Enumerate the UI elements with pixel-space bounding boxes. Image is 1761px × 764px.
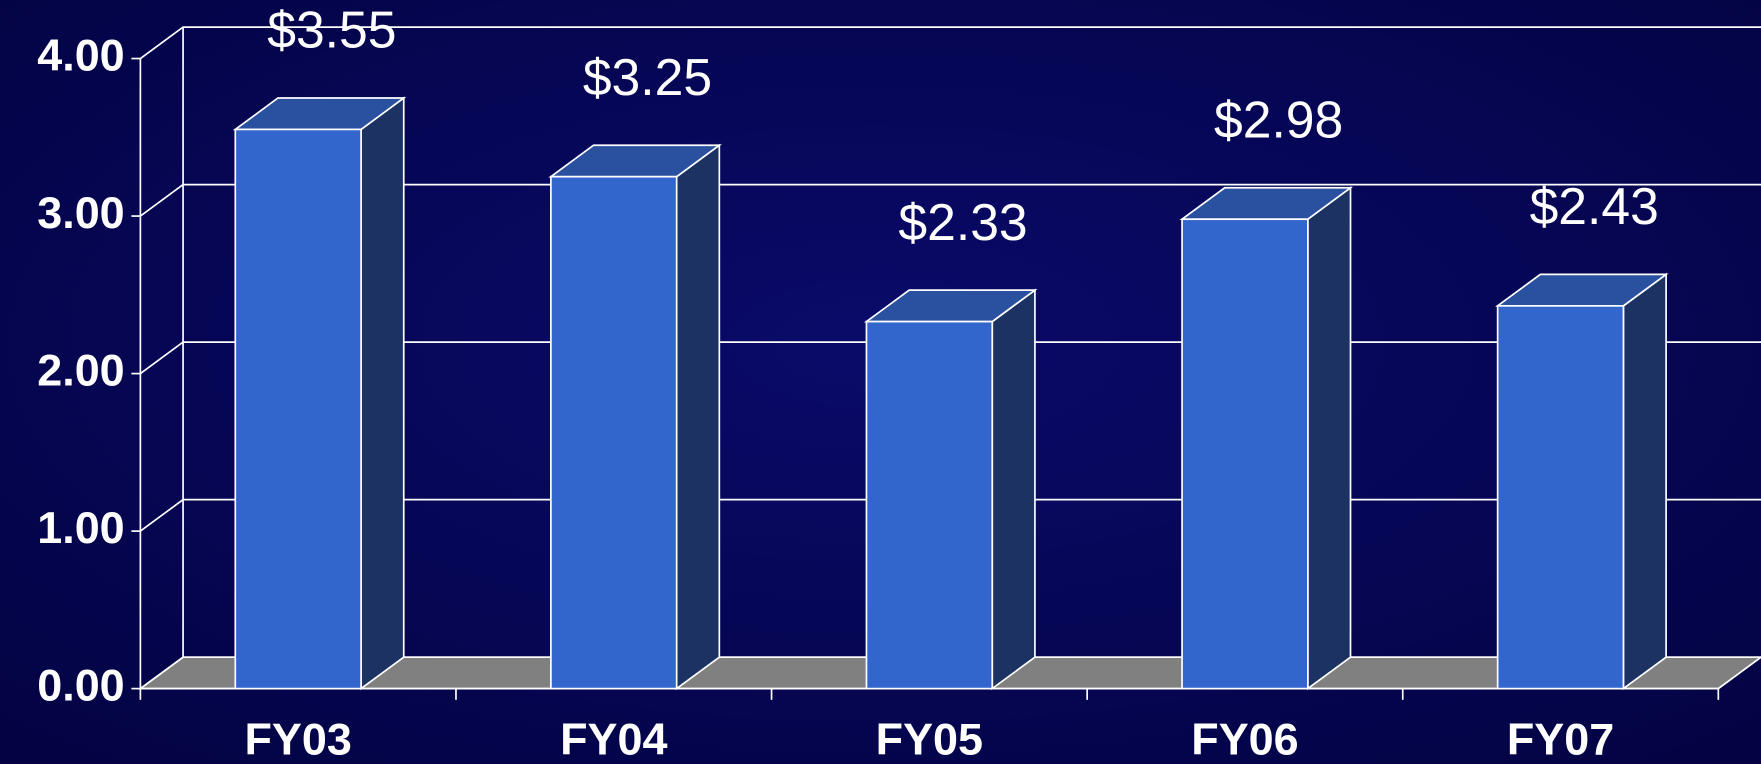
value-label: $2.33 bbox=[898, 193, 1027, 251]
grid-line bbox=[139, 26, 1761, 60]
bar-front bbox=[1181, 218, 1309, 690]
bar bbox=[1179, 186, 1354, 691]
y-tick-label: 3.00 bbox=[37, 187, 124, 238]
value-label: $2.98 bbox=[1214, 90, 1343, 148]
bar bbox=[232, 96, 407, 691]
bar-side bbox=[1622, 272, 1667, 691]
x-tick-label: FY04 bbox=[560, 713, 667, 764]
bar-side bbox=[360, 96, 405, 691]
bar-side bbox=[1306, 186, 1352, 691]
bar-front bbox=[234, 128, 362, 690]
value-label: $2.43 bbox=[1530, 177, 1659, 235]
bar-front bbox=[550, 175, 678, 690]
x-tick-label: FY06 bbox=[1191, 713, 1298, 764]
bar-side bbox=[991, 288, 1036, 691]
bar-front bbox=[865, 320, 994, 690]
x-tick-label: FY03 bbox=[245, 713, 352, 764]
x-tick-label: FY05 bbox=[876, 713, 983, 764]
x-tick-label: FY07 bbox=[1507, 713, 1614, 764]
y-tick-label: 2.00 bbox=[37, 344, 124, 395]
bar bbox=[863, 288, 1038, 691]
bar-side bbox=[675, 143, 721, 691]
y-tick-label: 4.00 bbox=[37, 29, 124, 80]
bar bbox=[1495, 272, 1669, 691]
y-tick-label: 1.00 bbox=[37, 502, 124, 553]
grid-line bbox=[139, 183, 1761, 217]
bar-front bbox=[1496, 305, 1625, 690]
y-tick-label: 0.00 bbox=[37, 659, 124, 710]
bar bbox=[548, 143, 722, 691]
value-label: $3.55 bbox=[267, 1, 396, 59]
value-label: $3.25 bbox=[583, 48, 712, 106]
